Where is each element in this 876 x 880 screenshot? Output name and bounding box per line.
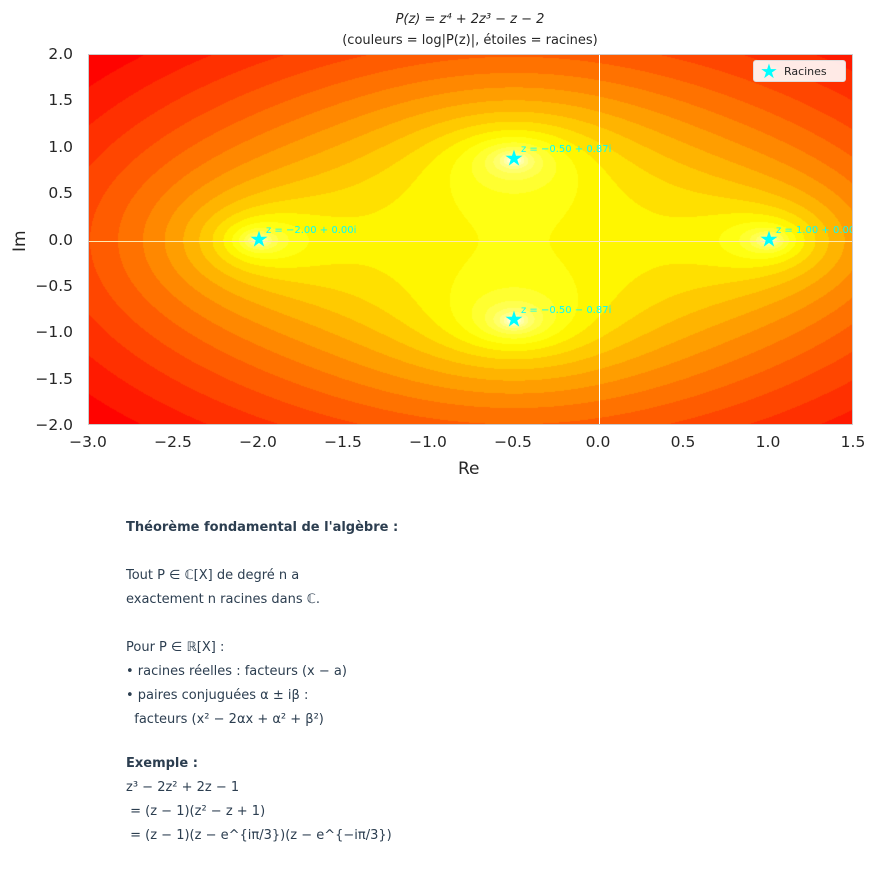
chart-title: P(z) = z⁴ + 2z³ − z − 2 (395, 12, 545, 27)
root-label: z = −0.50 − 0.87i (521, 304, 612, 316)
plot-area: ★ z = −2.00 + 0.00i ★ z = −0.50 + 0.87i ★ z =… (88, 54, 853, 425)
grid-line-re-0 (599, 55, 600, 424)
y-tick-label: 2.0 (48, 45, 73, 63)
example-heading: Exemple : (126, 756, 198, 771)
example-line: z³ − 2z² + 2z − 1 (126, 780, 240, 795)
chart-subtitle: (couleurs = log|P(z)|, étoiles = racines… (342, 33, 598, 48)
y-tick-label: −0.5 (35, 276, 73, 295)
notes-line: • paires conjuguées α ± iβ : (126, 688, 309, 703)
y-tick-label: −1.0 (35, 323, 73, 342)
y-tick-label: 0.5 (48, 184, 73, 203)
x-tick-label: −2.5 (154, 433, 192, 451)
x-tick-label: −2.0 (239, 433, 277, 451)
x-tick-label: −3.0 (69, 433, 107, 451)
x-tick-label: −0.5 (494, 433, 532, 451)
y-tick-label: −1.5 (35, 369, 73, 388)
x-tick-label: −1.5 (324, 433, 362, 451)
notes-heading: Théorème fondamental de l'algèbre : (126, 520, 399, 535)
y-tick-label: −2.0 (35, 416, 73, 434)
root-label: z = −2.00 + 0.00i (266, 224, 357, 236)
root-marker: ★ (759, 227, 779, 253)
root-marker: ★ (504, 307, 524, 333)
notes-line: Pour P ∈ ℝ[X] : (126, 640, 225, 655)
root-label: z = −0.50 + 0.87i (521, 144, 612, 156)
notes-line: facteurs (x² − 2αx + α² + β²) (126, 712, 324, 727)
notes-line: • racines réelles : facteurs (x − a) (126, 664, 347, 679)
x-tick-label: −1.0 (409, 433, 447, 451)
grid-line-im-0 (89, 240, 852, 242)
x-tick-label: 0.5 (670, 433, 696, 451)
example-line: = (z − 1)(z − e^{iπ/3})(z − e^{−iπ/3}) (126, 828, 392, 843)
y-tick-label: 1.5 (48, 91, 73, 110)
root-label: z = 1.00 + 0.00i (776, 224, 853, 236)
example-line: = (z − 1)(z² − z + 1) (126, 804, 266, 819)
y-tick-label: 0.0 (48, 230, 73, 249)
notes-line: exactement n racines dans ℂ. (126, 592, 320, 607)
notes-panel: Théorème fondamental de l'algèbre : Tout… (126, 516, 398, 848)
y-axis-label: Im (10, 230, 30, 252)
x-tick-label: 1.0 (755, 433, 781, 451)
root-marker: ★ (504, 146, 524, 172)
notes-line: Tout P ∈ ℂ[X] de degré n a (126, 568, 300, 583)
legend-label: Racines (783, 64, 827, 78)
legend: ★ Racines (753, 60, 846, 82)
x-axis-label: Re (458, 459, 480, 479)
log-magnitude-heatmap (89, 55, 852, 424)
x-tick-label: 1.5 (840, 433, 866, 451)
star-icon: ★ (760, 59, 778, 83)
y-tick-label: 1.0 (48, 137, 73, 156)
root-marker: ★ (249, 227, 269, 253)
x-tick-label: 0.0 (585, 433, 611, 451)
